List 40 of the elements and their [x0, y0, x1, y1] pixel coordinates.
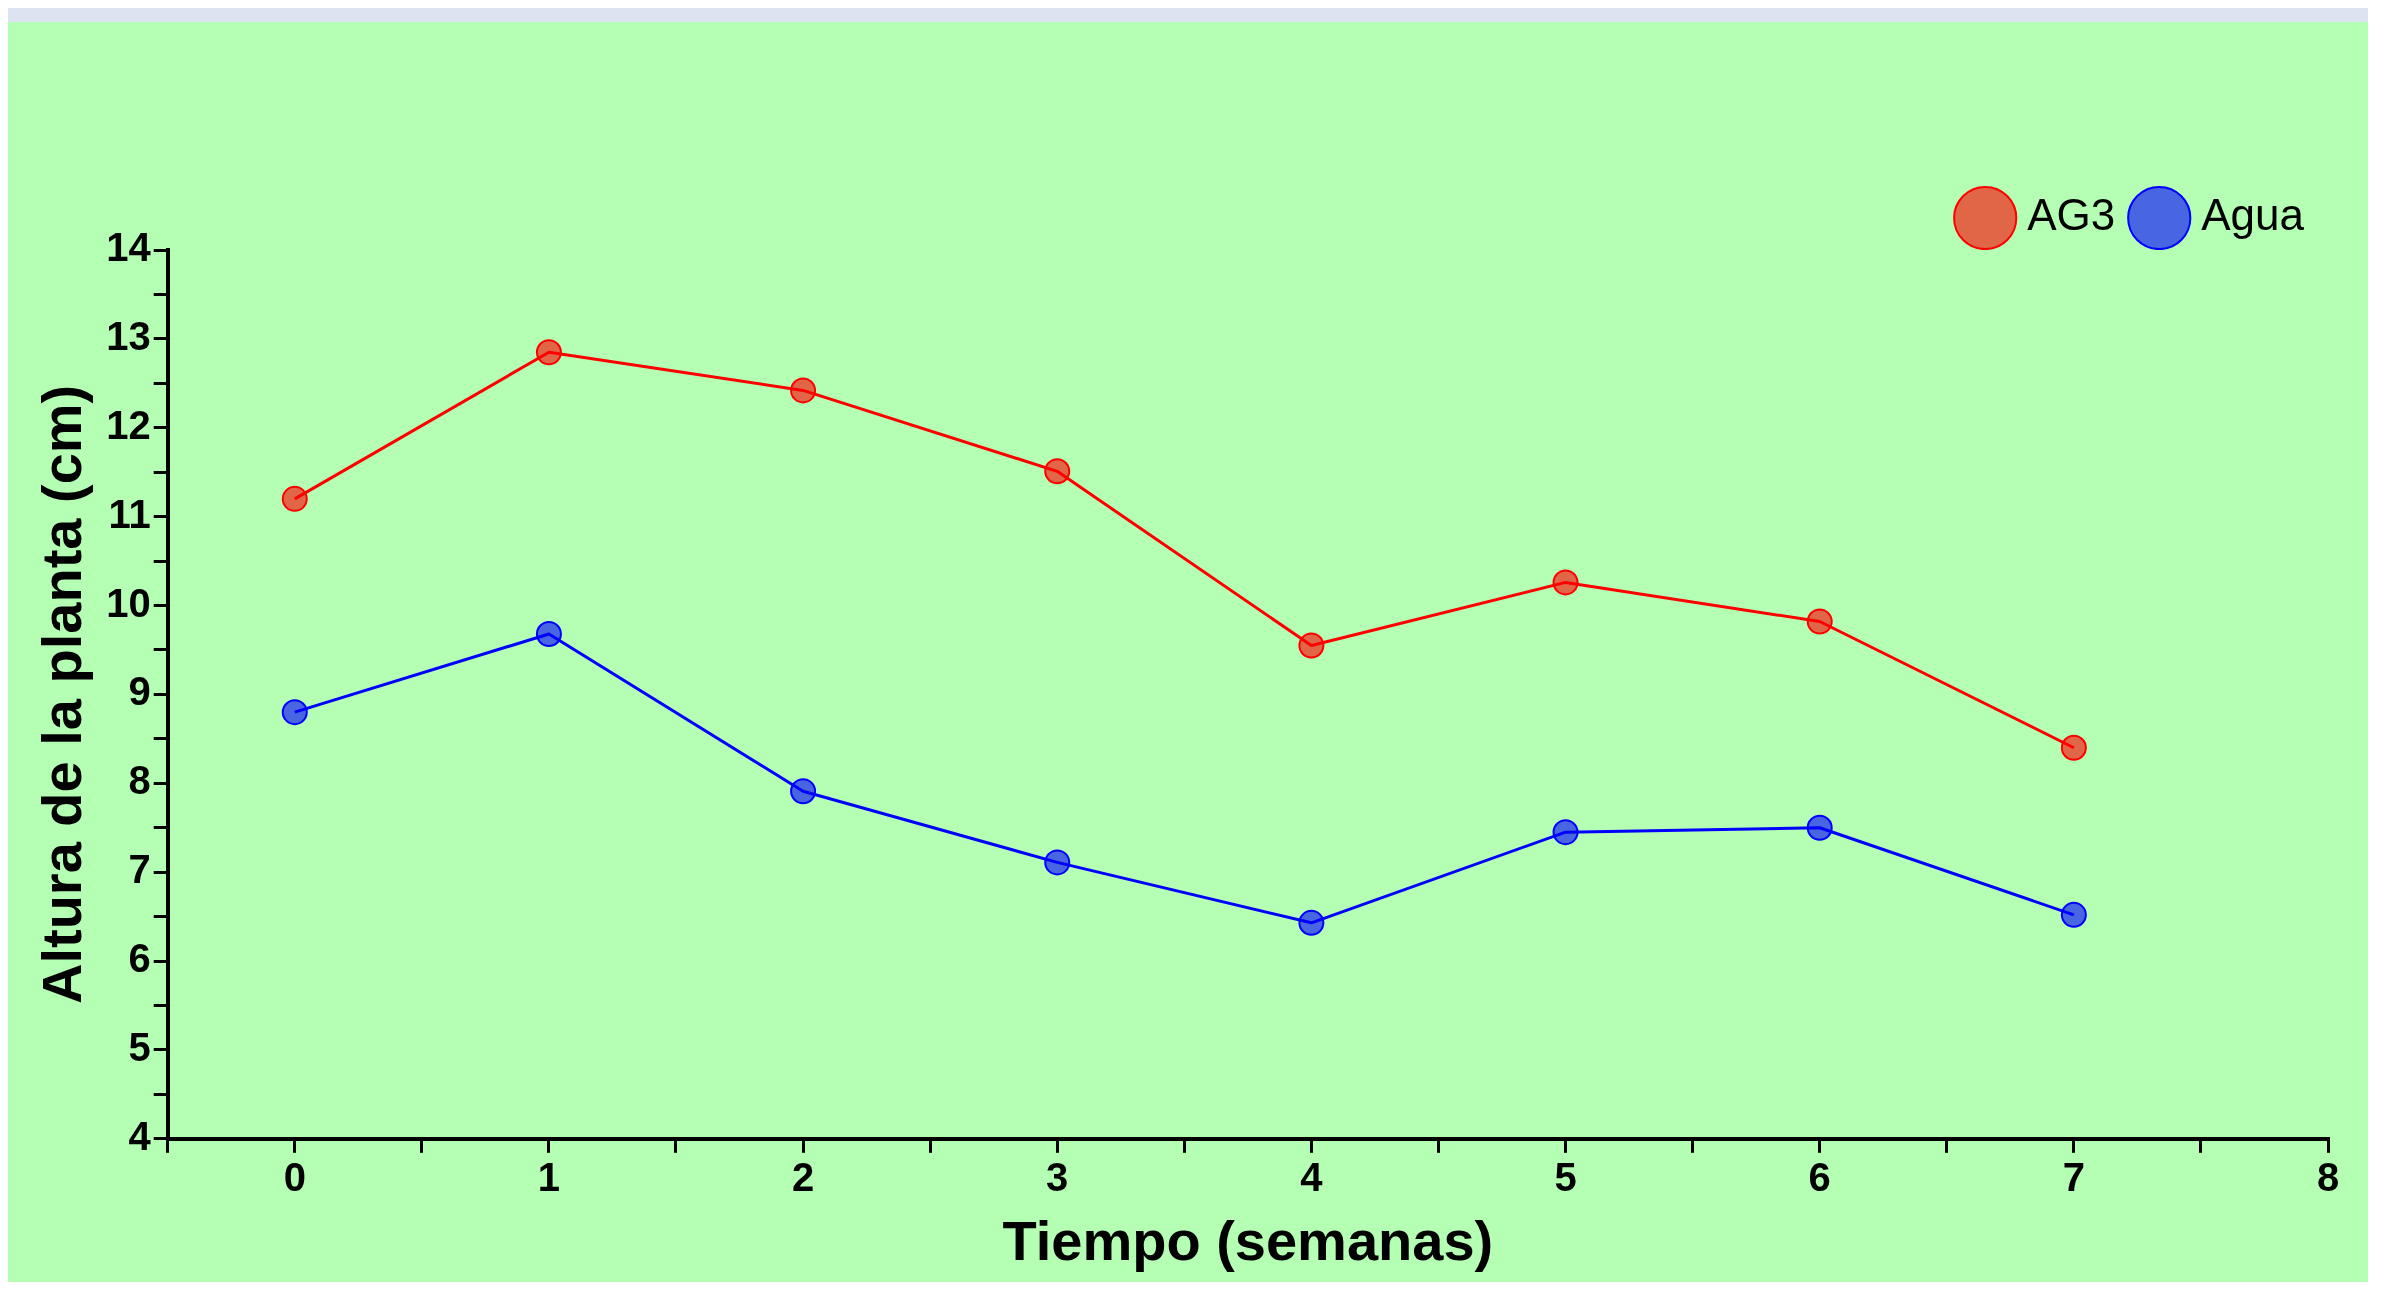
x-tick-label: 2	[791, 1154, 815, 1199]
y-tick-label: 6	[128, 936, 151, 981]
point	[2060, 734, 2087, 761]
point	[1806, 814, 1833, 841]
point	[1552, 569, 1579, 596]
x-tick-label: 7	[2062, 1154, 2085, 1199]
y-tick-label: 9	[128, 669, 151, 714]
point	[1044, 458, 1071, 485]
x-axis-title: Tiempo (semanas)	[1002, 1208, 1494, 1272]
y-tick-label: 10	[106, 580, 151, 625]
y-tick-label: 4	[128, 1113, 152, 1158]
point	[1044, 849, 1071, 876]
y-tick-label: 5	[128, 1024, 151, 1069]
x-tick-label: 8	[2316, 1154, 2340, 1199]
point	[790, 778, 817, 805]
y-tick-label: 12	[106, 402, 151, 447]
point	[2060, 901, 2087, 928]
point	[281, 699, 308, 726]
x-tick-label: 4	[1300, 1154, 1324, 1199]
y-tick-label: 14	[106, 225, 152, 270]
legend-label: AG3	[2027, 190, 2116, 240]
point	[1298, 909, 1325, 936]
point	[1552, 819, 1579, 846]
point	[281, 485, 308, 512]
y-tick-label: 11	[108, 491, 151, 536]
x-tick-label: 1	[537, 1154, 561, 1199]
point	[1806, 608, 1833, 635]
y-axis-title: Altura de la planta (cm)	[30, 384, 94, 1005]
point	[535, 339, 562, 366]
x-tick-label: 0	[283, 1154, 306, 1199]
y-tick-label: 8	[128, 758, 151, 803]
point	[1298, 632, 1325, 659]
point	[790, 377, 817, 404]
legend-label: Agua	[2201, 190, 2305, 240]
x-tick-label: 3	[1046, 1154, 1069, 1199]
y-tick-label: 13	[106, 313, 151, 358]
point	[535, 620, 562, 647]
x-tick-label: 6	[1808, 1154, 1831, 1199]
x-tick-label: 5	[1554, 1154, 1577, 1199]
y-tick-label: 7	[128, 847, 151, 892]
